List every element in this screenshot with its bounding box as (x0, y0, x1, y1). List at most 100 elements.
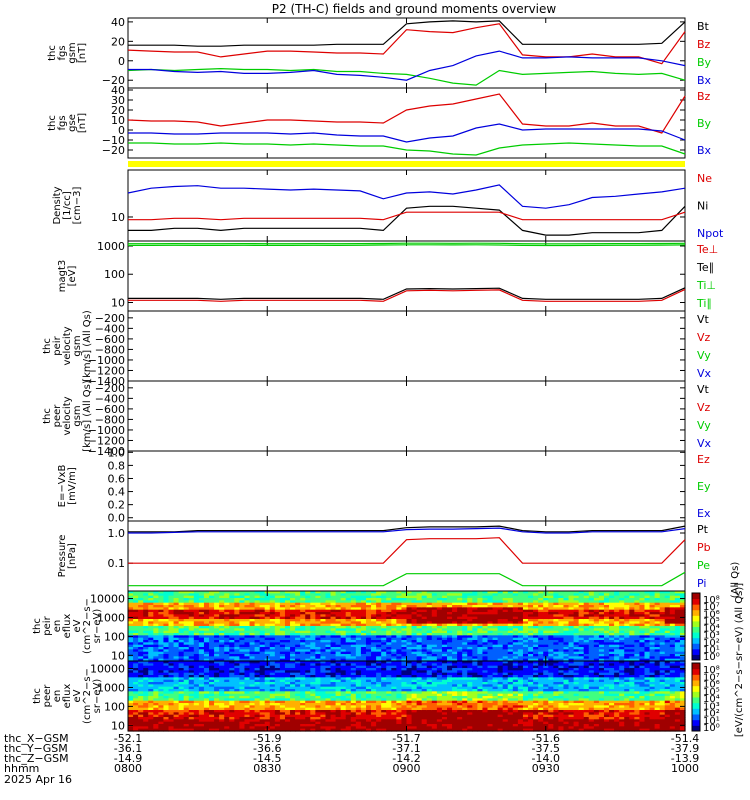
spectrogram-cell (507, 605, 514, 608)
spectrogram-cell (188, 609, 195, 613)
spectrogram-cell (350, 623, 357, 627)
spectrogram-cell (183, 595, 190, 599)
spectrogram-cell (274, 714, 281, 718)
spectrogram-cell (538, 651, 544, 655)
spectrogram-cell (401, 656, 408, 660)
spectrogram-cell (259, 593, 266, 597)
spectrogram-cell (239, 595, 246, 599)
spectrogram-cell (315, 621, 322, 625)
spectrogram-cell (138, 633, 144, 636)
spectrogram-cell (512, 649, 519, 653)
spectrogram-cell (593, 633, 600, 636)
spectrogram-cell (436, 630, 443, 634)
spectrogram-cell (421, 595, 428, 599)
spectrogram-cell (533, 605, 539, 608)
spectrogram-cell (274, 647, 281, 650)
spectrogram-cell (401, 651, 408, 655)
spectrogram-cell (396, 633, 403, 636)
spectrogram-cell (553, 614, 560, 618)
spectrogram-cell (193, 649, 200, 653)
spectrogram-cell (679, 621, 686, 625)
spectrogram-cell (573, 609, 580, 613)
spectrogram-cell (300, 721, 306, 725)
spectrogram-cell (588, 651, 595, 655)
spectrogram-cell (340, 661, 347, 664)
spectrogram-cell (325, 707, 332, 711)
spectrogram-cell (614, 614, 620, 618)
spectrogram-cell (183, 640, 190, 643)
spectrogram-cell (659, 602, 666, 606)
spectrogram-cell (487, 619, 494, 622)
spectrogram-cell (173, 637, 180, 641)
spectrogram-cell (629, 642, 635, 646)
spectrogram-cell (629, 644, 635, 648)
spectrogram-cell (548, 642, 554, 646)
spectrogram-cell (386, 609, 392, 613)
spectrogram-cell (259, 607, 266, 611)
spectrogram-cell (634, 630, 641, 634)
spectrogram-cell (153, 642, 159, 646)
spectrogram-cell (133, 654, 139, 657)
spectrogram-cell (300, 661, 306, 664)
spectrogram-cell (528, 595, 534, 599)
spectrogram-cell (153, 630, 159, 634)
spectrogram-cell (649, 600, 656, 604)
spectrogram-cell (203, 710, 210, 713)
spectrogram-cell (487, 640, 494, 643)
spectrogram-cell (340, 719, 347, 723)
spectrogram-cell (325, 642, 332, 646)
spectrogram-cell (198, 605, 205, 608)
spectrogram-cell (264, 693, 271, 697)
spectrogram-cell (345, 665, 352, 669)
spectrogram-cell (553, 591, 560, 594)
spectrogram-cell (209, 658, 215, 662)
spectrogram-cell (264, 700, 271, 704)
spectrogram-cell (279, 726, 286, 730)
spectrogram-cell (609, 612, 615, 615)
spectrogram-cell (644, 637, 651, 641)
spectrogram-cell (578, 630, 585, 634)
spectrogram-cell (548, 600, 554, 604)
spectrogram-cell (588, 628, 595, 632)
spectrogram-cell (563, 621, 570, 625)
spectrogram-cell (669, 630, 676, 634)
spectrogram-cell (355, 675, 362, 678)
spectrogram-cell (320, 651, 327, 655)
spectrogram-cell (234, 591, 240, 594)
spectrogram-cell (295, 686, 301, 690)
spectrogram-cell (325, 712, 332, 716)
spectrogram-cell (533, 598, 539, 601)
spectrogram-cell (259, 707, 266, 711)
spectrogram-cell (517, 654, 524, 657)
spectrogram-cell (143, 635, 149, 639)
spectrogram-cell (345, 721, 352, 725)
spectrogram-cell (315, 630, 322, 634)
spectrogram-cell (259, 637, 266, 641)
spectrogram-cell (173, 700, 180, 704)
spectrogram-cell (482, 656, 489, 660)
spectrogram-cell (229, 696, 235, 699)
spectrogram-cell (583, 609, 590, 613)
spectrogram-cell (401, 635, 408, 639)
spectrogram-cell (335, 689, 342, 692)
spectrogram-cell (249, 614, 256, 618)
spectrogram-cell (148, 675, 154, 678)
spectrogram-cell (436, 614, 443, 618)
spectrogram-cell (472, 642, 478, 646)
spectrogram-cell (644, 602, 651, 606)
spectrogram-cell (209, 593, 215, 597)
spectrogram-cell (310, 700, 316, 704)
spectrogram-cell (193, 700, 200, 704)
spectrogram-cell (502, 649, 509, 653)
spectrogram-cell (487, 642, 494, 646)
spectrogram-cell (128, 607, 134, 611)
spectrogram-cell (168, 724, 175, 727)
spectrogram-cell (386, 619, 392, 622)
spectrogram-cell (598, 623, 605, 627)
spectrogram-cell (284, 593, 291, 597)
spectrogram-cell (239, 698, 246, 702)
spectrogram-cell (158, 686, 165, 690)
spectrogram-cell (249, 623, 256, 627)
spectrogram-cell (133, 609, 139, 613)
spectrogram-cell (173, 679, 180, 683)
